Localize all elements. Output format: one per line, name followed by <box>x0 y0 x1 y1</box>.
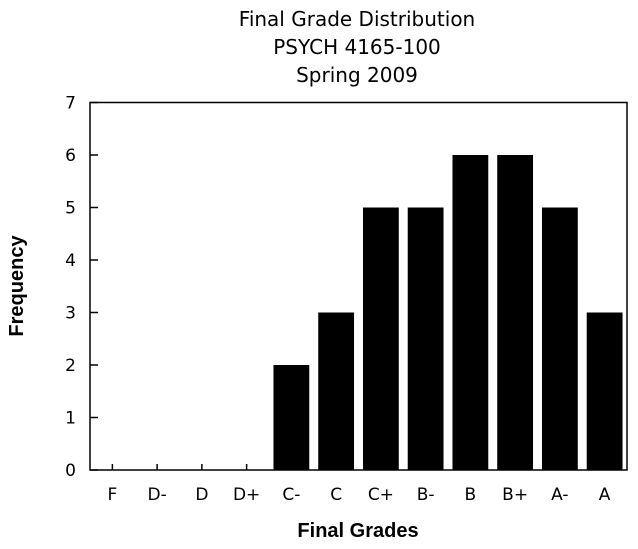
x-tick-label: F <box>107 485 117 505</box>
chart-title-line-2: PSYCH 4165-100 <box>273 35 441 59</box>
bar-A <box>586 312 623 470</box>
bar-B- <box>407 207 444 470</box>
y-tick-label: 1 <box>65 409 76 429</box>
x-tick-label: A <box>599 485 611 505</box>
x-tick-label: C- <box>282 485 300 505</box>
y-tick-label: 2 <box>65 356 76 376</box>
x-axis-ticks: F D- D D+ C- C C+ B- B B+ A- A <box>107 464 611 505</box>
x-tick-label: A- <box>551 485 568 505</box>
y-axis-label: Frequency <box>6 235 28 337</box>
y-tick-label: 0 <box>65 461 76 481</box>
x-tick-label: D+ <box>233 485 260 505</box>
y-tick-label: 5 <box>65 199 76 219</box>
x-tick-label: B+ <box>502 485 528 505</box>
bar-C- <box>273 365 310 470</box>
x-tick-label: D- <box>148 485 167 505</box>
x-tick-label: D <box>195 485 208 505</box>
x-tick-label: C <box>330 485 342 505</box>
x-tick-label: C+ <box>368 485 394 505</box>
y-tick-label: 4 <box>65 251 76 271</box>
y-tick-label: 7 <box>65 94 76 114</box>
bar-A- <box>541 207 578 470</box>
bar-C+ <box>362 207 399 470</box>
bars-group <box>273 155 623 470</box>
chart-title-block: Final Grade Distribution PSYCH 4165-100 … <box>239 7 475 87</box>
chart-title-line-1: Final Grade Distribution <box>239 7 475 31</box>
bar-B+ <box>497 155 534 470</box>
bar-B <box>452 155 489 470</box>
x-axis-label: Final Grades <box>297 520 418 542</box>
chart-title-line-3: Spring 2009 <box>296 63 418 87</box>
x-tick-label: B <box>465 485 477 505</box>
plot-frame <box>89 101 628 471</box>
bar-C <box>318 312 355 470</box>
y-tick-label: 3 <box>65 304 76 324</box>
y-tick-label: 6 <box>65 146 76 166</box>
x-tick-label: B- <box>417 485 435 505</box>
y-axis-ticks: 0 1 2 3 4 5 6 7 <box>65 94 98 481</box>
